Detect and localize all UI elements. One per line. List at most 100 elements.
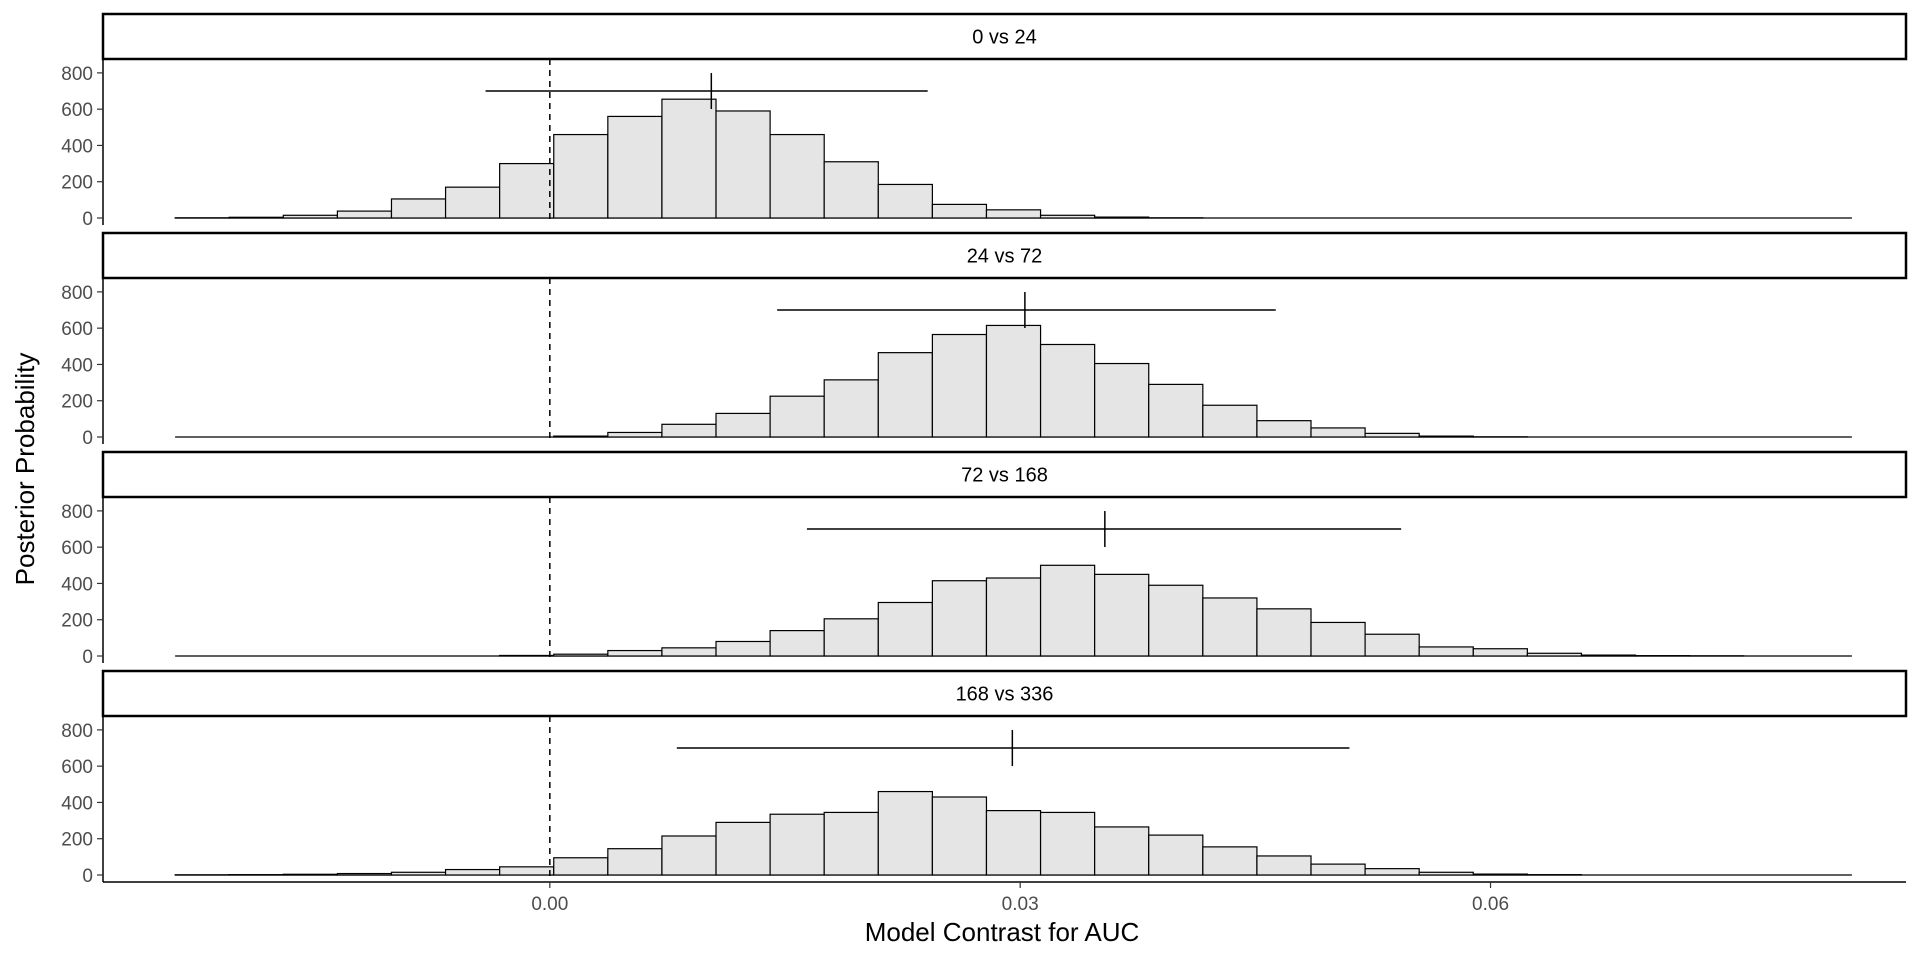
- histogram-bar: [661, 647, 717, 657]
- y-tick-label: 800: [61, 283, 93, 304]
- histogram-bar: [985, 209, 1042, 219]
- panel-1: 0 vs 24 0 200 400 600 800: [61, 12, 1908, 230]
- histogram-bar: [1202, 846, 1258, 876]
- histogram-bar: [769, 630, 825, 657]
- histogram-bar: [823, 811, 879, 876]
- histogram-bar: [499, 866, 555, 876]
- histogram-bar: [1364, 633, 1420, 657]
- y-tick-label: 800: [61, 64, 93, 85]
- facet-strip: [101, 669, 1908, 718]
- histogram-bar: [1310, 427, 1366, 438]
- histogram-bar: [1148, 834, 1204, 876]
- histogram-bar: [931, 796, 988, 876]
- histogram-bar: [1364, 432, 1420, 438]
- y-tick-label: 400: [61, 574, 93, 595]
- histogram-bar: [769, 395, 825, 438]
- y-tick-label: 600: [61, 100, 93, 121]
- panels-group: 0 vs 24 0 200 400 600 800 24 vs 72 0 200 400 600 80…: [61, 12, 1908, 887]
- y-tick-label: 200: [61, 173, 93, 194]
- histogram-bar: [1580, 654, 1637, 657]
- histogram-bar: [607, 848, 663, 876]
- y-tick-label: 200: [61, 392, 93, 413]
- histogram-bar: [282, 873, 338, 876]
- y-tick-label: 600: [61, 319, 93, 340]
- facet-strip-label: 24 vs 72: [967, 246, 1043, 268]
- histogram-bar: [1202, 597, 1258, 657]
- y-tick-label: 400: [61, 793, 93, 814]
- histogram-bar: [1364, 868, 1420, 876]
- histogram-bar: [1310, 621, 1366, 657]
- histogram-bar: [985, 324, 1042, 438]
- facet-strip: [101, 12, 1908, 61]
- y-tick-label: 600: [61, 757, 93, 778]
- histogram-bar: [444, 186, 501, 219]
- facet-strip-label: 0 vs 24: [972, 27, 1036, 49]
- facet-strip-label: 168 vs 336: [956, 684, 1054, 706]
- histogram-bar: [823, 161, 879, 219]
- histogram-bar: [769, 813, 825, 876]
- histogram-bar: [661, 98, 717, 219]
- histogram-bar: [499, 654, 555, 657]
- histogram-bar: [1039, 811, 1096, 876]
- histogram-bar: [1526, 652, 1583, 657]
- histogram-bar: [607, 649, 663, 657]
- histogram-bar: [607, 115, 663, 219]
- histogram-bar: [336, 872, 393, 876]
- histogram-bar: [553, 857, 609, 876]
- histogram-bar: [1472, 648, 1528, 657]
- histogram-bar: [282, 214, 338, 219]
- histogram-bar: [1094, 216, 1150, 219]
- histogram-bar: [1256, 608, 1312, 657]
- histogram-bar: [336, 210, 393, 219]
- x-axis: 0.00 0.03 0.06: [103, 881, 1906, 915]
- histogram-bar: [715, 110, 771, 219]
- histogram-bar: [1418, 871, 1474, 876]
- x-tick-label: 0.03: [1002, 894, 1039, 915]
- histogram-bar: [715, 640, 771, 657]
- histogram-bar: [1310, 863, 1366, 876]
- histogram-bar: [985, 577, 1042, 657]
- panel-4: 168 vs 336 0 200 400 600 800: [61, 669, 1908, 887]
- histogram-bar: [769, 133, 825, 219]
- histogram-bar: [877, 601, 933, 657]
- y-tick-label: 400: [61, 355, 93, 376]
- histogram-bar: [715, 412, 771, 438]
- y-tick-label: 200: [61, 611, 93, 632]
- histogram-bar: [553, 133, 609, 219]
- y-axis-title: Posterior Probability: [10, 353, 40, 586]
- histogram-bar: [715, 821, 771, 876]
- histogram-bar: [823, 618, 879, 657]
- histogram-bar: [823, 379, 879, 438]
- histogram-bar: [1094, 362, 1150, 438]
- histogram-bar: [877, 352, 933, 438]
- facet-strip: [101, 450, 1908, 499]
- facet-strip-label: 72 vs 168: [961, 465, 1048, 487]
- histogram-bar: [1202, 404, 1258, 438]
- histogram-bar: [1094, 826, 1150, 876]
- histogram-bar: [607, 431, 663, 438]
- histogram-bar: [1256, 855, 1312, 876]
- histogram-bar: [444, 868, 501, 876]
- histogram-bar: [661, 423, 717, 438]
- histogram-bar: [1256, 420, 1312, 438]
- y-tick-label: 400: [61, 136, 93, 157]
- x-tick-label: 0.00: [531, 894, 568, 915]
- histogram-bar: [1148, 383, 1204, 438]
- histogram-bar: [1039, 343, 1096, 438]
- histogram-bar: [877, 183, 933, 219]
- histogram-bar: [553, 435, 609, 438]
- histogram-bar: [1472, 873, 1528, 876]
- y-tick-label: 0: [82, 428, 93, 449]
- histogram-bar: [1094, 573, 1150, 657]
- y-tick-label: 0: [82, 866, 93, 887]
- y-tick-label: 200: [61, 830, 93, 851]
- histogram-bar: [390, 198, 447, 219]
- y-tick-label: 800: [61, 721, 93, 742]
- histogram-bar: [1039, 564, 1096, 657]
- y-tick-label: 800: [61, 502, 93, 523]
- histogram-bar: [1039, 214, 1096, 219]
- histogram-bar: [931, 203, 988, 219]
- histogram-bar: [985, 810, 1042, 876]
- y-tick-label: 0: [82, 209, 93, 230]
